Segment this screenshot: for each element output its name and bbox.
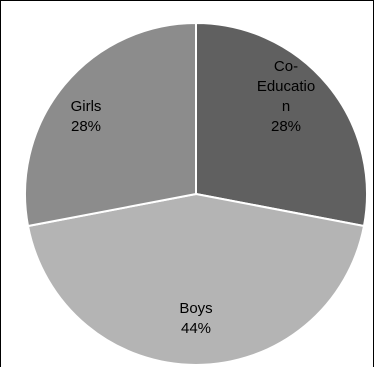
slice-label-0: Co- Educatio n 28%	[257, 58, 315, 135]
pie-slice-1	[26, 192, 366, 366]
pie-slice-2	[24, 21, 197, 228]
slice-percent: 44%	[181, 320, 211, 337]
slice-percent: 28%	[271, 118, 301, 135]
pie-slice-0	[195, 21, 368, 228]
slice-label-line: n	[282, 98, 290, 115]
slice-label-line: Co-	[274, 58, 298, 75]
slice-label-line: Boys	[179, 300, 212, 317]
slice-label-line: Girls	[71, 98, 102, 115]
slice-label-1: Boys 44%	[179, 300, 212, 337]
slice-label-line: Educatio	[257, 78, 315, 95]
slice-percent: 28%	[71, 118, 101, 135]
slice-label-2: Girls 28%	[71, 98, 102, 135]
